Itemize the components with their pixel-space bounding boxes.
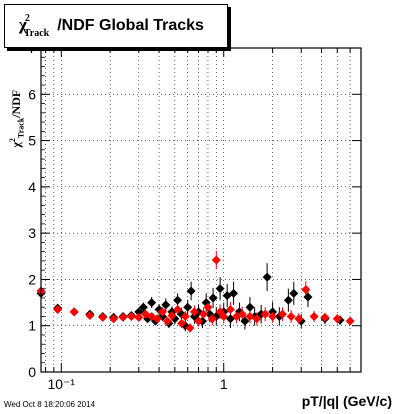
red-data-point — [268, 311, 278, 321]
red-data-point — [158, 307, 168, 317]
red-data-point — [294, 314, 304, 324]
black-data-point — [268, 307, 278, 317]
red-data-point — [225, 305, 235, 315]
black-data-point — [147, 298, 157, 308]
black-data-point — [283, 295, 293, 305]
red-data-point — [185, 323, 195, 333]
red-data-point — [69, 307, 79, 317]
black-data-point — [138, 302, 148, 312]
red-data-point — [309, 311, 319, 321]
red-data-point — [203, 302, 213, 312]
black-data-point — [250, 311, 260, 321]
red-data-point — [219, 311, 229, 321]
plot-frame — [40, 47, 362, 373]
y-tick-label: 0 — [28, 364, 36, 380]
red-data-point — [207, 314, 217, 324]
red-data-point — [237, 309, 247, 319]
red-data-point — [126, 311, 136, 321]
red-data-point — [277, 309, 287, 319]
red-data-point — [177, 318, 187, 328]
y-tick-label: 3 — [28, 225, 36, 241]
red-data-point — [85, 311, 95, 321]
black-data-point — [245, 302, 255, 312]
title-superscript: 2 — [24, 13, 30, 24]
red-data-point — [53, 305, 63, 315]
red-data-point — [211, 255, 221, 265]
red-data-point — [167, 311, 177, 321]
red-data-point — [260, 309, 270, 319]
axes: 0 1 2 3 4 5 6 7 10⁻¹ 1 — [28, 40, 362, 392]
datestamp: Wed Oct 8 18:20:06 2014 — [4, 400, 96, 409]
ylabel-chi: χ — [9, 142, 24, 148]
black-data-point — [161, 300, 171, 310]
red-data-point — [189, 307, 199, 317]
y-tick-label: 6 — [28, 86, 36, 102]
red-data-point — [173, 305, 183, 315]
y-tick-label: 7 — [28, 40, 36, 56]
x-axis-label: pT/|q| (GeV/c) — [301, 393, 392, 409]
black-data-point — [229, 288, 239, 298]
black-data-point — [262, 272, 272, 282]
red-data-point — [320, 312, 330, 322]
title-chi: χ — [19, 15, 27, 34]
chart-title-box: χ2 Track/NDF Global Tracks — [4, 4, 228, 48]
red-data-point — [98, 312, 108, 322]
ylabel-subscript: Track — [16, 117, 26, 139]
y-axis-label: χ2Track/NDF — [8, 90, 25, 148]
y-tick-label: 1 — [28, 318, 36, 334]
y-tick-label: 4 — [28, 179, 36, 195]
red-data-point — [301, 285, 311, 295]
black-data-point — [240, 316, 250, 326]
red-data-point — [198, 309, 208, 319]
red-data-point — [286, 311, 296, 321]
x-tick-label: 10⁻¹ — [47, 376, 75, 392]
ylabel-superscript: 2 — [8, 138, 18, 143]
y-tick-label: 5 — [28, 133, 36, 149]
red-data-point — [252, 314, 262, 324]
black-data-point — [186, 286, 196, 296]
chart-title: χ2 Track/NDF Global Tracks — [19, 13, 204, 39]
title-suffix: /NDF Global Tracks — [57, 17, 204, 34]
y-tick-label: 2 — [28, 271, 36, 287]
title-subscript: Track — [23, 28, 50, 39]
red-data-point — [134, 312, 144, 322]
black-data-point — [183, 302, 193, 312]
black-data-point — [134, 307, 144, 317]
x-tick-label: 1 — [220, 376, 228, 392]
red-data-point — [194, 316, 204, 326]
red-data-point — [245, 311, 255, 321]
red-data-point — [118, 312, 128, 322]
black-data-point — [215, 284, 225, 294]
black-data-point — [303, 292, 313, 302]
red-data-point — [345, 316, 355, 326]
red-data-point — [152, 314, 162, 324]
black-data-point — [208, 293, 218, 303]
ylabel-suffix: /NDF — [9, 89, 24, 118]
red-data-point — [180, 311, 190, 321]
black-data-point — [173, 295, 183, 305]
black-data-point — [289, 288, 299, 298]
red-data-point — [109, 314, 119, 324]
red-data-point — [162, 316, 172, 326]
data-points — [36, 255, 355, 333]
red-data-point — [332, 314, 342, 324]
